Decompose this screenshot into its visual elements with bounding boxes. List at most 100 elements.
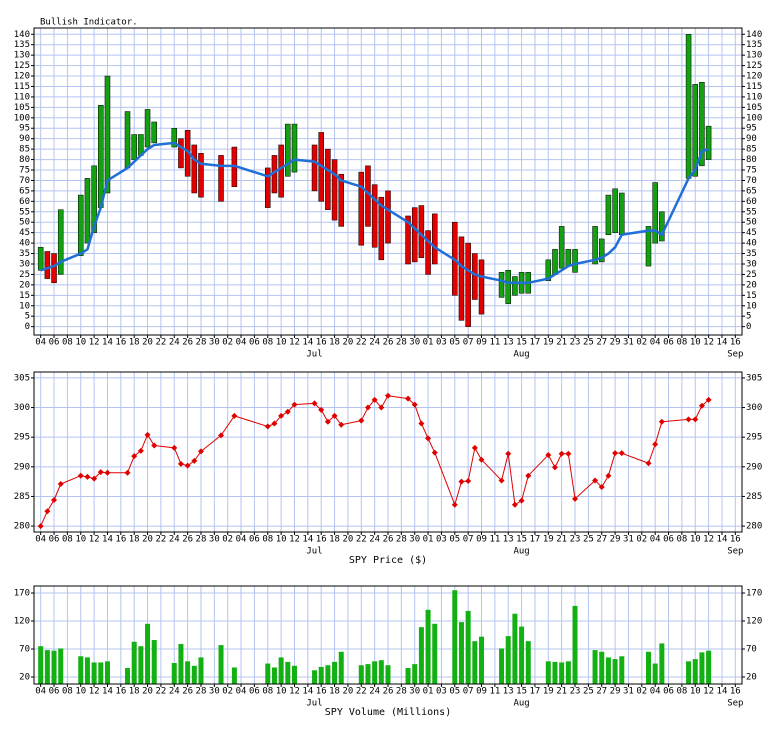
x-tick-label: 21 (556, 687, 567, 697)
month-label: Aug (513, 699, 529, 709)
x-tick-label: 20 (343, 687, 354, 697)
bar (191, 144, 198, 194)
bar (185, 661, 191, 684)
bar (659, 643, 665, 684)
x-tick-label: 11 (489, 687, 500, 697)
x-tick-label: 08 (62, 687, 73, 697)
x-tick-label: 30 (409, 687, 420, 697)
x-tick-label: 10 (276, 338, 287, 348)
x-tick-label: 07 (463, 687, 474, 697)
bar (558, 226, 565, 269)
bar (144, 109, 151, 148)
bar (57, 209, 64, 275)
x-tick-label: 12 (703, 535, 714, 545)
bar (104, 661, 110, 684)
x-tick-label: 08 (676, 535, 687, 545)
y-tick-label: 85 (19, 145, 30, 155)
marker (425, 435, 432, 442)
bar (291, 123, 298, 173)
x-tick-label: 18 (329, 338, 340, 348)
x-tick-label: 29 (610, 535, 621, 545)
y-tick-label: 290 (746, 462, 762, 472)
y-tick-label: 10 (19, 301, 30, 311)
marker (545, 451, 552, 458)
y-tick-label: 300 (14, 403, 30, 413)
bar (572, 605, 578, 684)
x-tick-label: 19 (543, 535, 554, 545)
marker (511, 501, 518, 508)
y-tick-label: 100 (746, 113, 762, 123)
bar (525, 641, 531, 684)
x-tick-label: 18 (129, 535, 140, 545)
x-tick-label: 23 (570, 338, 581, 348)
x-tick-label: 26 (182, 535, 193, 545)
x-tick-label: 12 (703, 687, 714, 697)
marker (91, 475, 98, 482)
bar (659, 211, 665, 242)
x-tick-label: 04 (35, 338, 46, 348)
y-tick-label: 135 (746, 40, 762, 50)
month-label: Sep (727, 547, 743, 557)
bar (138, 646, 144, 684)
x-tick-label: 24 (169, 687, 180, 697)
bar (645, 651, 651, 684)
y-tick-label: 130 (746, 51, 762, 61)
y-tick-label: 170 (746, 589, 762, 599)
x-tick-label: 10 (75, 687, 86, 697)
bar (171, 127, 178, 148)
x-tick-label: 02 (222, 687, 233, 697)
marker (291, 401, 298, 408)
bar (218, 155, 224, 202)
marker (371, 396, 378, 403)
y-tick-label: 55 (19, 207, 30, 217)
x-tick-label: 10 (690, 687, 701, 697)
x-tick-label: 12 (289, 687, 300, 697)
y-tick-label: 135 (14, 40, 30, 50)
y-tick-label: 60 (19, 197, 30, 207)
bar (318, 666, 324, 684)
bar (171, 663, 177, 684)
x-tick-label: 06 (663, 535, 674, 545)
x-tick-label: 16 (115, 687, 126, 697)
bar (505, 636, 511, 684)
x-tick-label: 26 (383, 535, 394, 545)
month-label: Aug (513, 350, 529, 360)
bar (312, 670, 318, 684)
x-tick-label: 21 (556, 338, 567, 348)
x-tick-label: 24 (169, 535, 180, 545)
x-tick-label: 14 (717, 338, 728, 348)
y-tick-label: 70 (746, 645, 757, 655)
y-tick-label: 70 (19, 176, 30, 186)
y-tick-label: 295 (14, 433, 30, 443)
y-tick-label: 0 (25, 322, 30, 332)
bar (512, 613, 518, 684)
x-tick-label: 27 (596, 535, 607, 545)
bar (599, 651, 605, 684)
x-tick-label: 04 (650, 535, 661, 545)
x-tick-label: 04 (236, 535, 247, 545)
x-tick-label: 24 (369, 338, 380, 348)
marker (197, 448, 204, 455)
y-tick-label: 120 (746, 617, 762, 627)
x-tick-label: 13 (503, 687, 514, 697)
bar (692, 84, 698, 177)
x-tick-label: 02 (636, 535, 647, 545)
x-tick-label: 14 (102, 338, 113, 348)
marker (284, 408, 291, 415)
marker (37, 523, 44, 530)
x-tick-label: 10 (690, 338, 701, 348)
bar (325, 148, 331, 210)
bar (612, 659, 618, 684)
x-tick-label: 02 (222, 535, 233, 545)
x-tick-label: 17 (530, 535, 541, 545)
marker (97, 469, 104, 476)
bar (51, 253, 57, 284)
bar (338, 651, 344, 684)
marker (264, 423, 271, 430)
bar (91, 662, 97, 684)
bar (699, 652, 705, 684)
month-label: Jul (306, 547, 322, 557)
marker (358, 417, 365, 424)
y-tick-label: 5 (25, 312, 30, 322)
bar (325, 665, 331, 684)
